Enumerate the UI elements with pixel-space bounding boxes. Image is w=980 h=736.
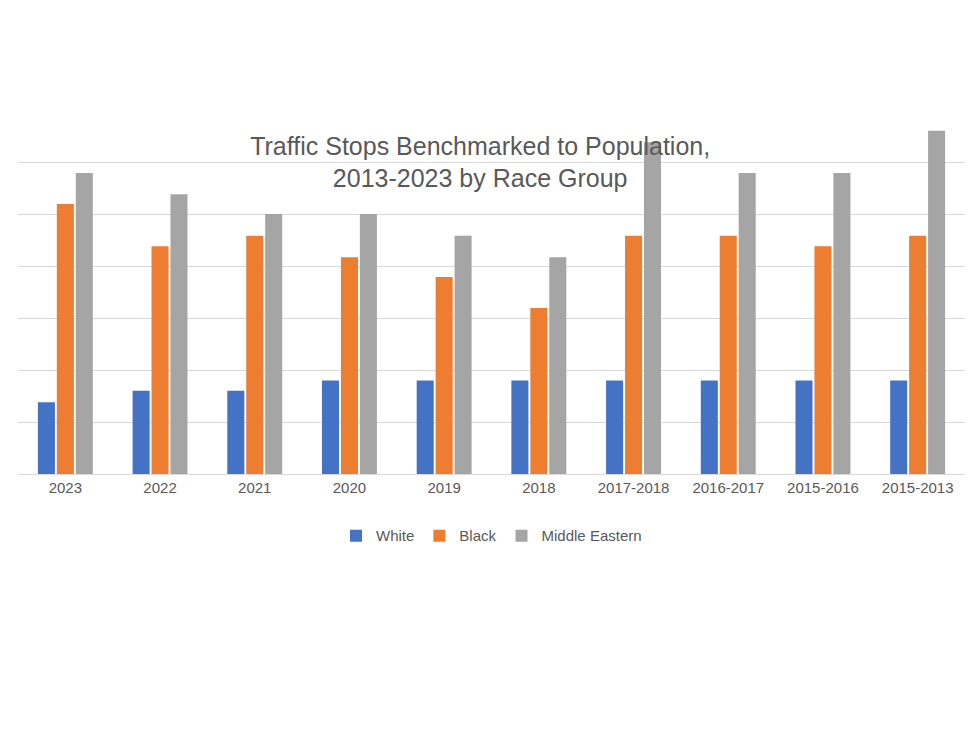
svg-text:Middle Eastern: Middle Eastern (542, 527, 642, 544)
svg-text:Traffic Stops Benchmarked to P: Traffic Stops Benchmarked to Population,… (250, 132, 710, 193)
svg-text:2015-2013: 2015-2013 (882, 479, 954, 496)
svg-text:White: White (376, 527, 414, 544)
svg-text:2015-2016: 2015-2016 (787, 479, 859, 496)
svg-text:2021: 2021 (238, 479, 271, 496)
svg-text:2016-2017: 2016-2017 (692, 479, 764, 496)
svg-text:2022: 2022 (143, 479, 176, 496)
svg-text:2023: 2023 (49, 479, 82, 496)
svg-text:2018: 2018 (522, 479, 555, 496)
svg-text:2020: 2020 (333, 479, 366, 496)
svg-text:2019: 2019 (427, 479, 460, 496)
svg-text:2017-2018: 2017-2018 (598, 479, 670, 496)
svg-text:Black: Black (459, 527, 496, 544)
